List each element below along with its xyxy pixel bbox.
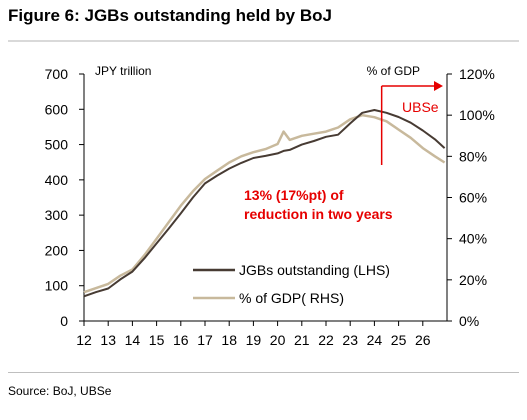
legend-label-gdp: % of GDP( RHS) — [239, 290, 344, 306]
right-axis-label: % of GDP — [367, 64, 420, 78]
chart-axes: 0 100 200 300 400 500 600 700 0% 20% 40% 60% 80% 100%… — [45, 64, 495, 348]
x-tick-label: 13 — [100, 332, 116, 348]
left-axis-label: JPY trillion — [95, 64, 151, 78]
x-tick-label: 15 — [149, 332, 165, 348]
line-chart: 0 100 200 300 400 500 600 700 0% 20% 40% 60% 80% 100%… — [45, 64, 495, 348]
x-tick-label: 21 — [294, 332, 310, 348]
chart-annotations: UBSe 13% (17%pt) of reduction in two years — [244, 81, 443, 222]
x-tick-label: 12 — [76, 332, 92, 348]
reduction-annotation-line2: reduction in two years — [244, 206, 393, 222]
x-tick-label: 22 — [318, 332, 334, 348]
figure-title: Figure 6: JGBs outstanding held by BoJ — [8, 6, 332, 25]
source-note: Source: BoJ, UBSe — [8, 384, 112, 398]
x-tick-label: 20 — [270, 332, 286, 348]
right-tick-label: 80% — [459, 148, 487, 164]
legend-label-jgbs: JGBs outstanding (LHS) — [239, 262, 390, 278]
right-tick-label: 60% — [459, 190, 487, 206]
left-tick-label: 300 — [45, 207, 69, 223]
left-tick-label: 600 — [45, 101, 69, 117]
title-divider — [8, 40, 519, 42]
right-tick-label: 20% — [459, 272, 487, 288]
right-tick-label: 40% — [459, 231, 487, 247]
x-tick-label: 25 — [391, 332, 407, 348]
left-tick-label: 700 — [45, 66, 69, 82]
right-tick-label: 120% — [459, 66, 495, 82]
x-tick-label: 19 — [246, 332, 262, 348]
x-tick-label: 16 — [173, 332, 189, 348]
left-tick-label: 400 — [45, 172, 69, 188]
x-tick-label: 18 — [221, 332, 237, 348]
x-tick-label: 23 — [342, 332, 358, 348]
reduction-annotation-line1: 13% (17%pt) of — [244, 187, 344, 203]
forecast-arrow-head — [434, 81, 443, 91]
forecast-label: UBSe — [402, 99, 439, 115]
x-tick-label: 14 — [125, 332, 141, 348]
left-tick-label: 500 — [45, 137, 69, 153]
left-tick-label: 200 — [45, 242, 69, 258]
series-line-gdp-share — [83, 113, 446, 294]
x-tick-label: 26 — [415, 332, 431, 348]
left-tick-label: 100 — [45, 278, 69, 294]
right-tick-label: 0% — [459, 313, 479, 329]
series-line-jgbs-outstanding — [83, 109, 446, 298]
chart-legend: JGBs outstanding (LHS) % of GDP( RHS) — [193, 262, 390, 306]
chart-series — [83, 109, 446, 298]
left-tick-label: 0 — [60, 313, 68, 329]
x-tick-label: 17 — [197, 332, 213, 348]
right-tick-label: 100% — [459, 107, 495, 123]
footer-divider — [8, 372, 519, 373]
x-tick-label: 24 — [367, 332, 383, 348]
